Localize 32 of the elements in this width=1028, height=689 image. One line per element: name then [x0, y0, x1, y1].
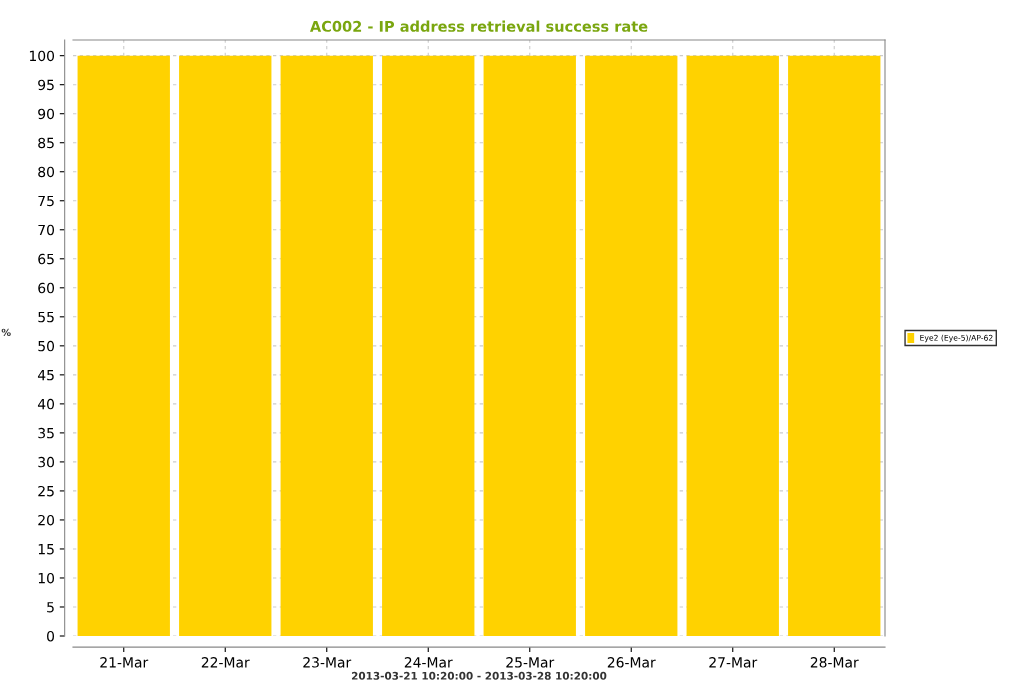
- y-tick-label: 80: [38, 166, 55, 178]
- y-tick-label: 0: [47, 630, 55, 642]
- x-tick-label: 26-Mar: [607, 657, 656, 668]
- y-tick-label: 65: [38, 253, 54, 265]
- y-tick-label: 50: [38, 340, 55, 352]
- x-axis-title: 2013-03-21 10:20:00 - 2013-03-28 10:20:00: [351, 671, 607, 680]
- y-tick-label: 20: [38, 514, 55, 526]
- x-tick-label: 21-Mar: [100, 657, 149, 668]
- y-tick-label: 100: [29, 50, 55, 62]
- y-tick-label: 85: [38, 137, 54, 149]
- y-tick-label: 30: [38, 456, 55, 468]
- y-tick-label: 15: [38, 544, 54, 555]
- y-tick-label: 60: [38, 282, 55, 294]
- x-tick-label: 22-Mar: [201, 657, 250, 668]
- y-tick-label: 45: [37, 370, 54, 381]
- x-tick-label: 23-Mar: [303, 657, 352, 668]
- y-tick-label: 55: [38, 311, 54, 323]
- y-axis-title: %: [1, 328, 11, 337]
- y-tick-label: 90: [38, 108, 55, 120]
- y-tick-label: 5: [47, 602, 54, 613]
- y-tick-label: 70: [38, 224, 55, 236]
- x-tick-label: 25-Mar: [506, 657, 555, 668]
- y-tick-label: 40: [37, 398, 55, 410]
- y-tick-label: 25: [38, 485, 54, 497]
- x-tick-label: 27-Mar: [709, 657, 758, 668]
- y-tick-label: 35: [38, 427, 54, 439]
- x-tick-label: 24-Mar: [404, 657, 453, 668]
- y-tick-label: 95: [38, 79, 54, 91]
- y-tick-label: 10: [38, 572, 55, 584]
- x-tick-label: 28-Mar: [810, 657, 859, 668]
- y-tick-label: 75: [38, 195, 54, 207]
- chart-title: AC002 - IP address retrieval success rate: [309, 20, 648, 32]
